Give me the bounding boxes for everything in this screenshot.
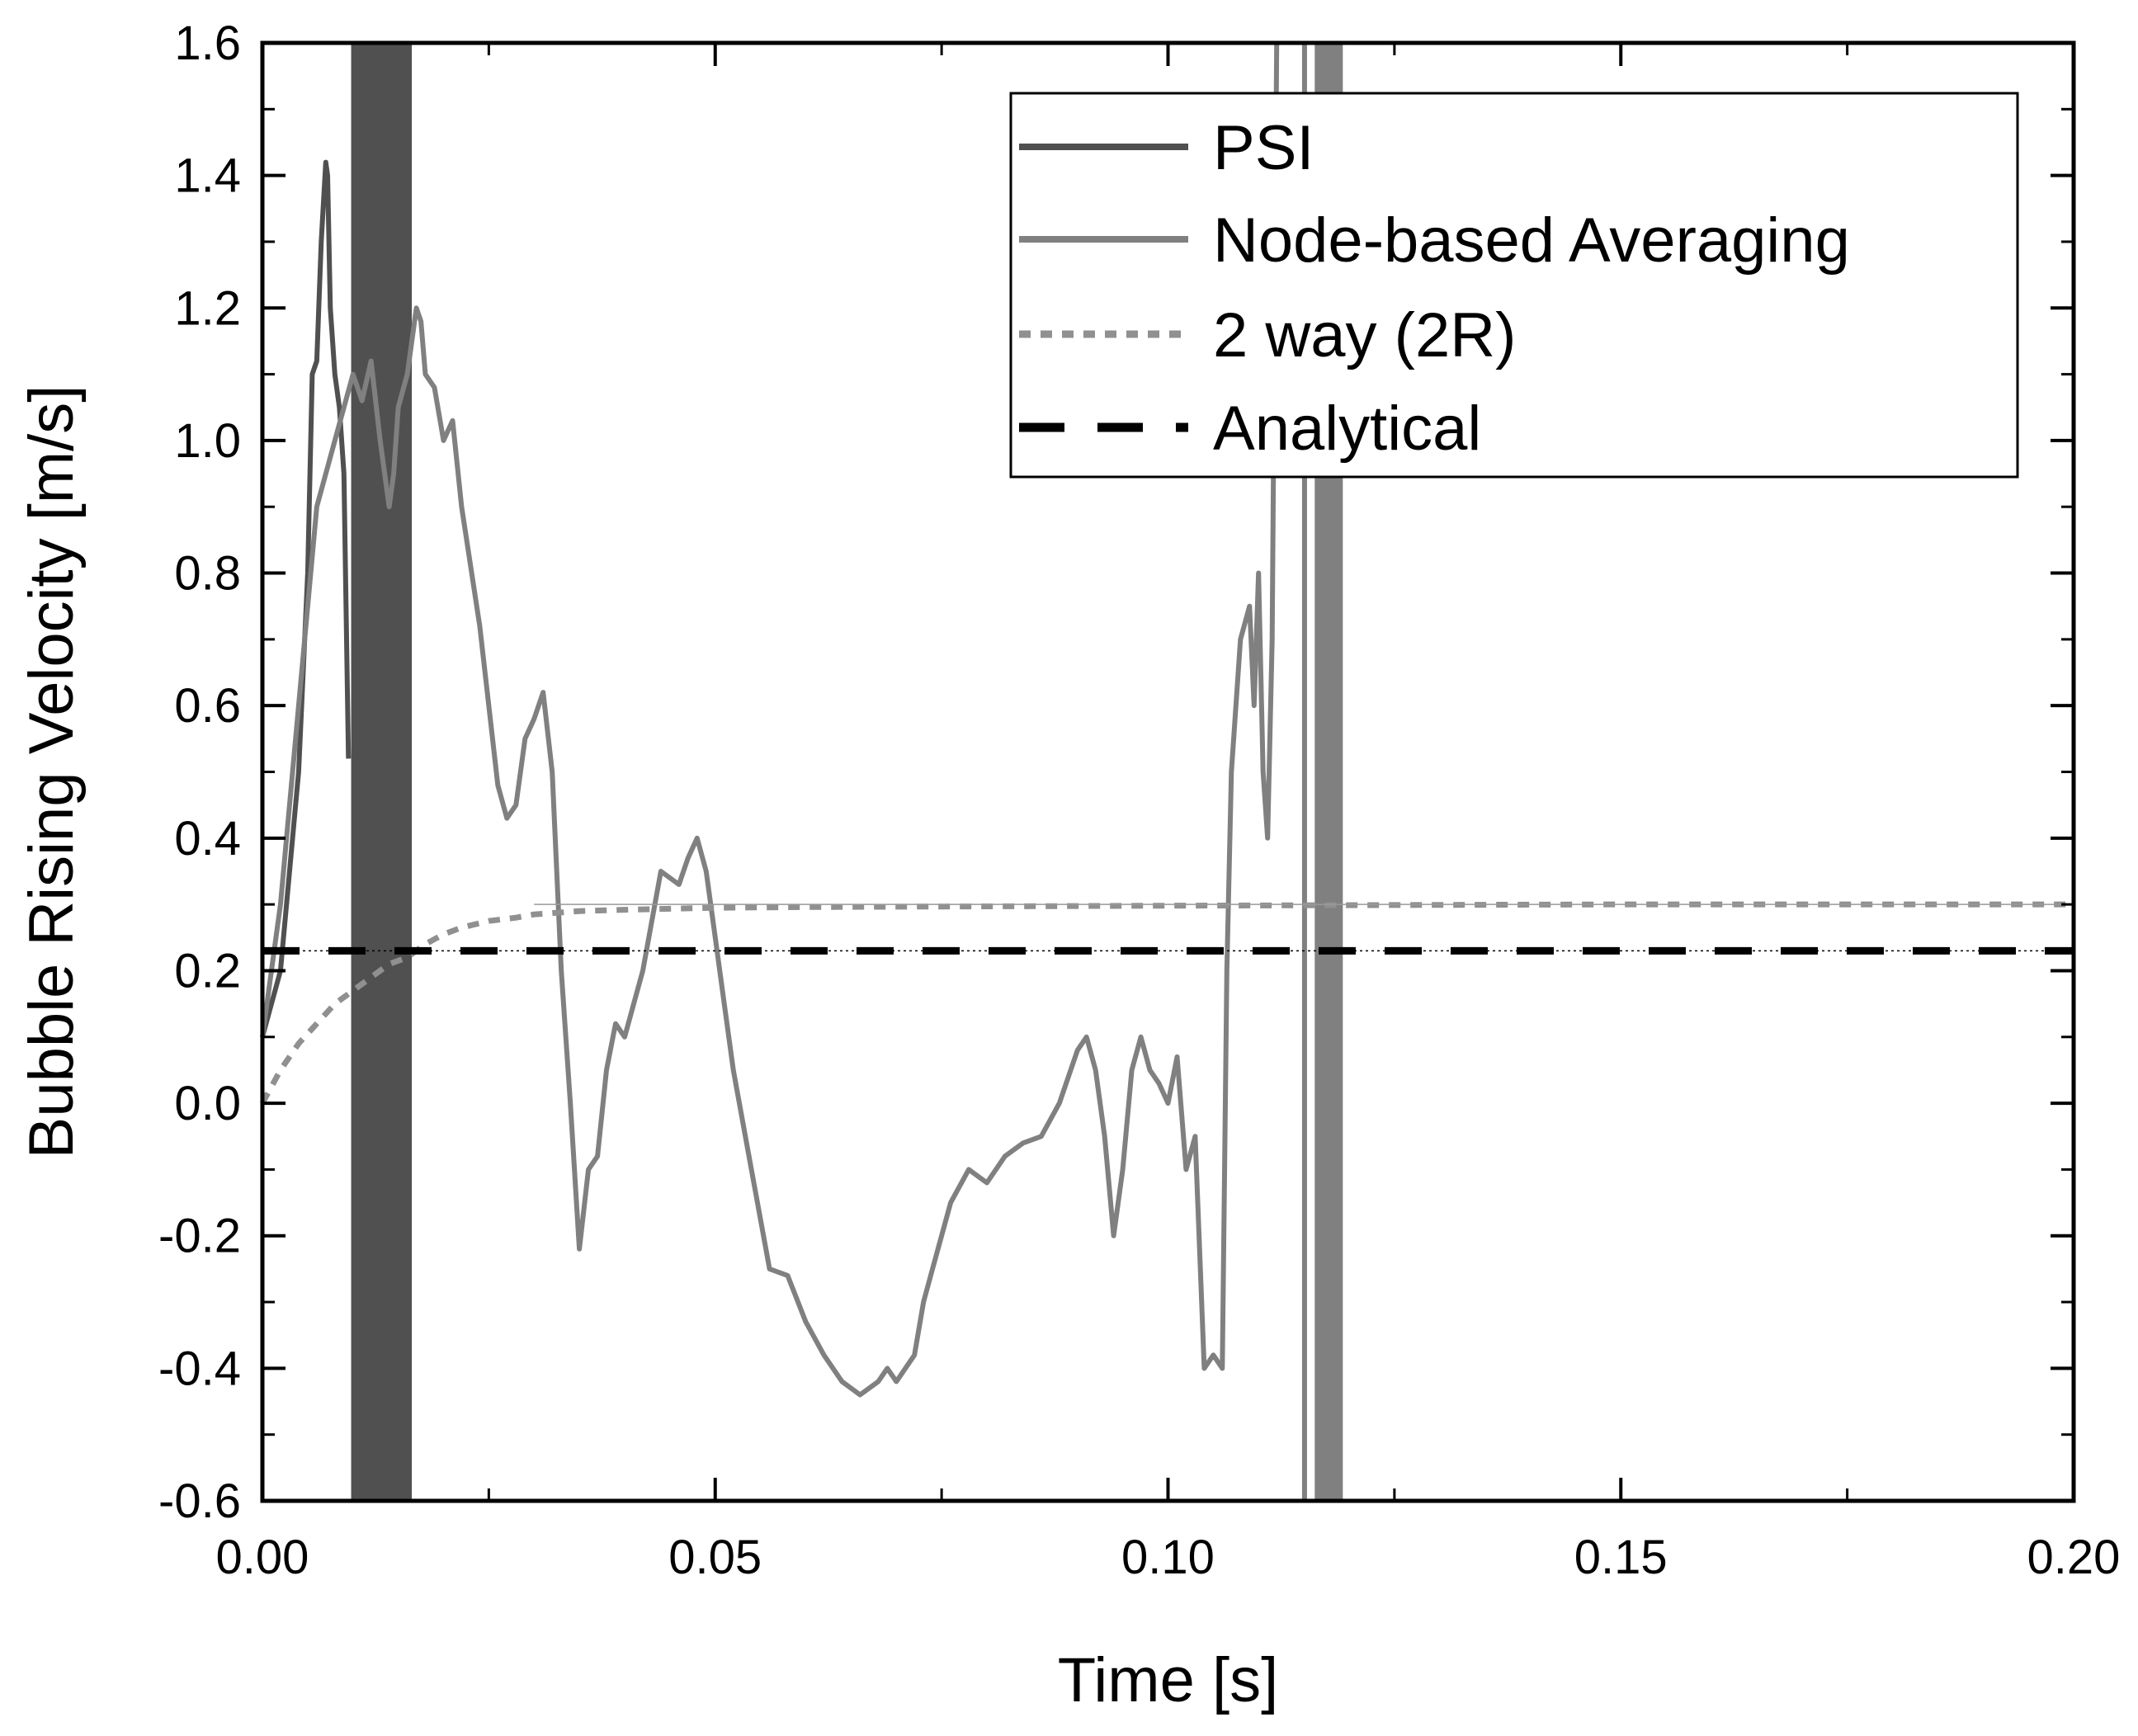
oscillation-band-1-0 — [1301, 43, 1307, 1501]
x-tick-label: 0.10 — [1121, 1531, 1215, 1584]
oscillation-band-0-0 — [351, 43, 413, 1501]
series-line-1 — [260, 42, 1280, 1398]
y-tick-label: -0.4 — [158, 1342, 241, 1395]
axis-ticks — [261, 41, 2075, 1502]
legend-box — [1009, 92, 2019, 479]
y-tick-label: 0.4 — [174, 812, 241, 866]
x-tick-label: 0.15 — [1574, 1531, 1668, 1584]
y-tick-label: 1.4 — [174, 149, 241, 203]
x-tick-label: 0.05 — [668, 1531, 762, 1584]
y-tick-label: 0.8 — [174, 547, 241, 601]
legend-label-node-based-averaging: Node-based Averaging — [1213, 205, 1850, 276]
y-tick-label: 1.0 — [174, 414, 241, 468]
y-tick-label: -0.6 — [158, 1474, 241, 1528]
series-line-0 — [260, 159, 352, 1038]
y-tick-label: 0.2 — [174, 944, 241, 998]
axis-tick-labels: 0.00 0.05 0.10 0.15 0.20 -0.6 -0.4 -0.2 0.0 0.2 0.… — [158, 17, 2120, 1584]
x-axis-title: Time [s] — [1058, 1645, 1278, 1715]
y-tick-label: 0.0 — [174, 1077, 241, 1130]
y-tick-label: 1.2 — [174, 281, 241, 335]
legend: PSI Node-based Averaging 2 way (2R) Anal… — [1009, 92, 2019, 479]
series-line-2 — [259, 901, 2074, 1105]
x-tick-label: 0.20 — [2027, 1531, 2121, 1584]
x-tick-label: 0.00 — [216, 1531, 309, 1584]
series-lines — [259, 42, 2074, 1398]
y-axis-title: Bubble Rising Velocity [m/s] — [17, 385, 87, 1159]
y-tick-label: 1.6 — [174, 17, 241, 70]
y-tick-label: -0.2 — [158, 1210, 241, 1263]
legend-label-analytical: Analytical — [1213, 394, 1481, 464]
y-tick-label: 0.6 — [174, 679, 241, 733]
legend-label-psi: PSI — [1213, 113, 1314, 183]
legend-label-2-way: 2 way (2R) — [1213, 300, 1516, 370]
